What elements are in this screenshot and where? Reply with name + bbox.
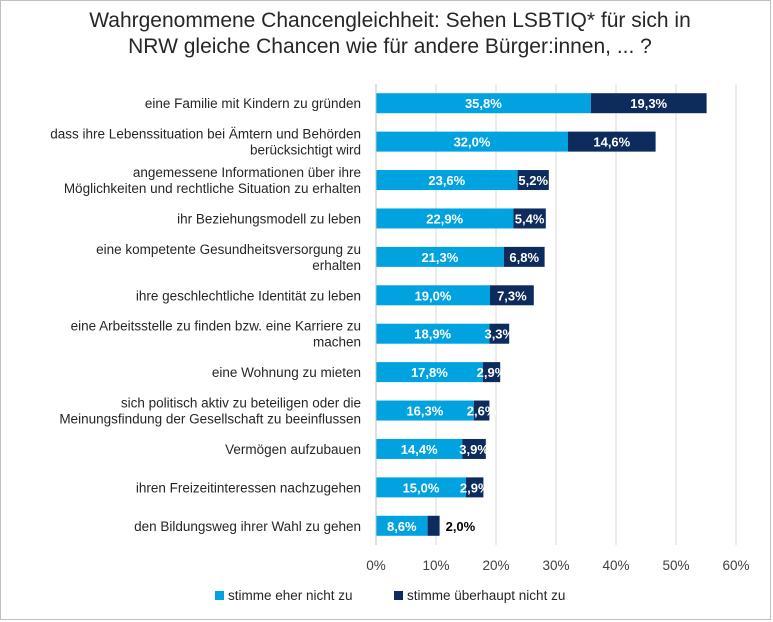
data-label-series-2-8: 2,6% xyxy=(467,404,497,419)
category-label-line: Meinungsfindung der Gesellschaft zu beei… xyxy=(59,412,361,427)
chart-title: Wahrgenommene Chancengleichheit: Sehen L… xyxy=(40,8,740,60)
data-label-series-1-11: 8,6% xyxy=(387,519,417,534)
chart-legend: stimme eher nicht zu stimme überhaupt ni… xyxy=(0,588,773,608)
x-tick-label-3: 30% xyxy=(542,558,569,573)
category-label-7: eine Wohnung zu mieten xyxy=(212,365,361,380)
legend-label-series-2: stimme überhaupt nicht zu xyxy=(407,588,566,603)
x-tick-label-1: 10% xyxy=(422,558,449,573)
category-label-6: eine Arbeitsstelle zu finden bzw. eine K… xyxy=(71,319,361,350)
bar-series-2-5 xyxy=(490,285,534,306)
category-label-line: erhalten xyxy=(312,258,361,273)
bar-series-2-6 xyxy=(489,323,510,344)
data-label-series-1-9: 14,4% xyxy=(401,442,438,457)
category-label-4: eine kompetente Gesundheitsversorgung zu… xyxy=(96,242,361,273)
category-label-line: ihr Beziehungsmodell zu leben xyxy=(177,211,361,226)
category-label-5: ihre geschlechtliche Identität zu leben xyxy=(136,288,361,303)
legend-item-series-2: stimme überhaupt nicht zu xyxy=(394,588,565,603)
x-tick-label-2: 20% xyxy=(482,558,509,573)
x-tick-label-0: 0% xyxy=(366,558,386,573)
data-label-series-1-6: 18,9% xyxy=(414,327,451,342)
category-label-8: sich politisch aktiv zu beteiligen oder … xyxy=(59,396,361,427)
data-label-series-2-4: 6,8% xyxy=(509,250,539,265)
category-label-9: Vermögen aufzubauen xyxy=(225,442,361,457)
bar-series-1-5 xyxy=(376,285,490,306)
bar-series-1-8 xyxy=(376,400,474,421)
data-label-series-2-1: 14,6% xyxy=(593,135,630,150)
category-label-3: ihr Beziehungsmodell zu leben xyxy=(177,211,361,226)
category-label-line: eine Familie mit Kindern zu gründen xyxy=(145,96,361,111)
bar-series-2-11 xyxy=(427,515,440,536)
category-label-10: ihren Freizeitinteressen nachzugehen xyxy=(136,480,361,495)
bar-series-2-3 xyxy=(513,208,546,229)
bar-series-1-9 xyxy=(376,438,463,459)
legend-swatch-series-2 xyxy=(394,591,403,600)
category-label-line: ihre geschlechtliche Identität zu leben xyxy=(136,288,361,303)
bar-series-2-10 xyxy=(466,477,484,498)
category-label-11: den Bildungsweg ihrer Wahl zu gehen xyxy=(134,519,361,534)
data-label-series-1-5: 19,0% xyxy=(415,288,452,303)
legend-item-series-1: stimme eher nicht zu xyxy=(215,588,353,603)
data-label-series-2-3: 5,4% xyxy=(515,211,545,226)
data-label-series-1-8: 16,3% xyxy=(406,404,443,419)
chart-title-line-2: NRW gleiche Chancen wie für andere Bürge… xyxy=(128,35,652,58)
data-label-series-1-7: 17,8% xyxy=(411,365,448,380)
x-tick-label-4: 40% xyxy=(602,558,629,573)
category-label-line: Vermögen aufzubauen xyxy=(225,442,361,457)
data-label-series-2-9: 3,9% xyxy=(459,442,489,457)
data-label-series-2-2: 5,2% xyxy=(518,173,548,188)
data-label-series-2-11: 2,0% xyxy=(446,519,476,534)
data-label-series-2-0: 19,3% xyxy=(630,96,667,111)
category-label-line: eine Arbeitsstelle zu finden bzw. eine K… xyxy=(71,319,361,334)
bar-series-2-2 xyxy=(517,170,549,191)
category-label-0: eine Familie mit Kindern zu gründen xyxy=(145,96,361,111)
bar-series-2-1 xyxy=(568,131,656,152)
bar-series-1-6 xyxy=(376,323,490,344)
data-label-series-1-0: 35,8% xyxy=(465,96,502,111)
category-label-line: eine Wohnung zu mieten xyxy=(212,365,361,380)
bar-series-1-7 xyxy=(376,362,483,383)
bar-series-1-1 xyxy=(376,131,568,152)
bar-series-2-9 xyxy=(462,438,486,459)
bar-series-2-8 xyxy=(473,400,490,421)
bar-series-1-3 xyxy=(376,208,514,229)
x-tick-label-5: 50% xyxy=(662,558,689,573)
data-label-series-1-2: 23,6% xyxy=(428,173,465,188)
bar-series-2-7 xyxy=(482,362,501,383)
category-label-line: den Bildungsweg ihrer Wahl zu gehen xyxy=(134,519,361,534)
legend-label-series-1: stimme eher nicht zu xyxy=(228,588,353,603)
data-label-series-2-6: 3,3% xyxy=(484,327,514,342)
category-label-line: ihren Freizeitinteressen nachzugehen xyxy=(136,480,361,495)
data-label-series-2-10: 2,9% xyxy=(460,480,490,495)
bar-series-1-11 xyxy=(376,515,428,536)
category-label-1: dass ihre Lebenssituation bei Ämtern und… xyxy=(50,127,361,158)
category-label-2: angemessene Informationen über ihreMögli… xyxy=(64,165,361,196)
chart-title-line-1: Wahrgenommene Chancengleichheit: Sehen L… xyxy=(89,9,691,32)
category-label-line: machen xyxy=(313,335,361,350)
category-label-line: Möglichkeiten und rechtliche Situation z… xyxy=(64,181,361,196)
bar-series-2-0 xyxy=(590,93,707,114)
data-label-series-2-7: 2,9% xyxy=(477,365,507,380)
category-label-line: eine kompetente Gesundheitsversorgung zu xyxy=(96,242,361,257)
category-label-line: dass ihre Lebenssituation bei Ämtern und… xyxy=(50,127,361,142)
bar-series-1-10 xyxy=(376,477,466,498)
category-label-line: angemessene Informationen über ihre xyxy=(133,165,361,180)
x-tick-label-6: 60% xyxy=(722,558,749,573)
bar-series-1-4 xyxy=(376,246,504,267)
bar-series-2-4 xyxy=(503,246,545,267)
category-label-line: berücksichtigt wird xyxy=(250,143,361,158)
category-label-line: sich politisch aktiv zu beteiligen oder … xyxy=(121,396,361,411)
bar-series-1-0 xyxy=(376,93,591,114)
data-label-series-1-1: 32,0% xyxy=(454,135,491,150)
data-label-series-2-5: 7,3% xyxy=(497,288,527,303)
data-label-series-1-4: 21,3% xyxy=(421,250,458,265)
bar-series-1-2 xyxy=(376,170,518,191)
data-label-series-1-10: 15,0% xyxy=(403,480,440,495)
data-label-series-1-3: 22,9% xyxy=(426,211,463,226)
legend-swatch-series-1 xyxy=(215,591,224,600)
